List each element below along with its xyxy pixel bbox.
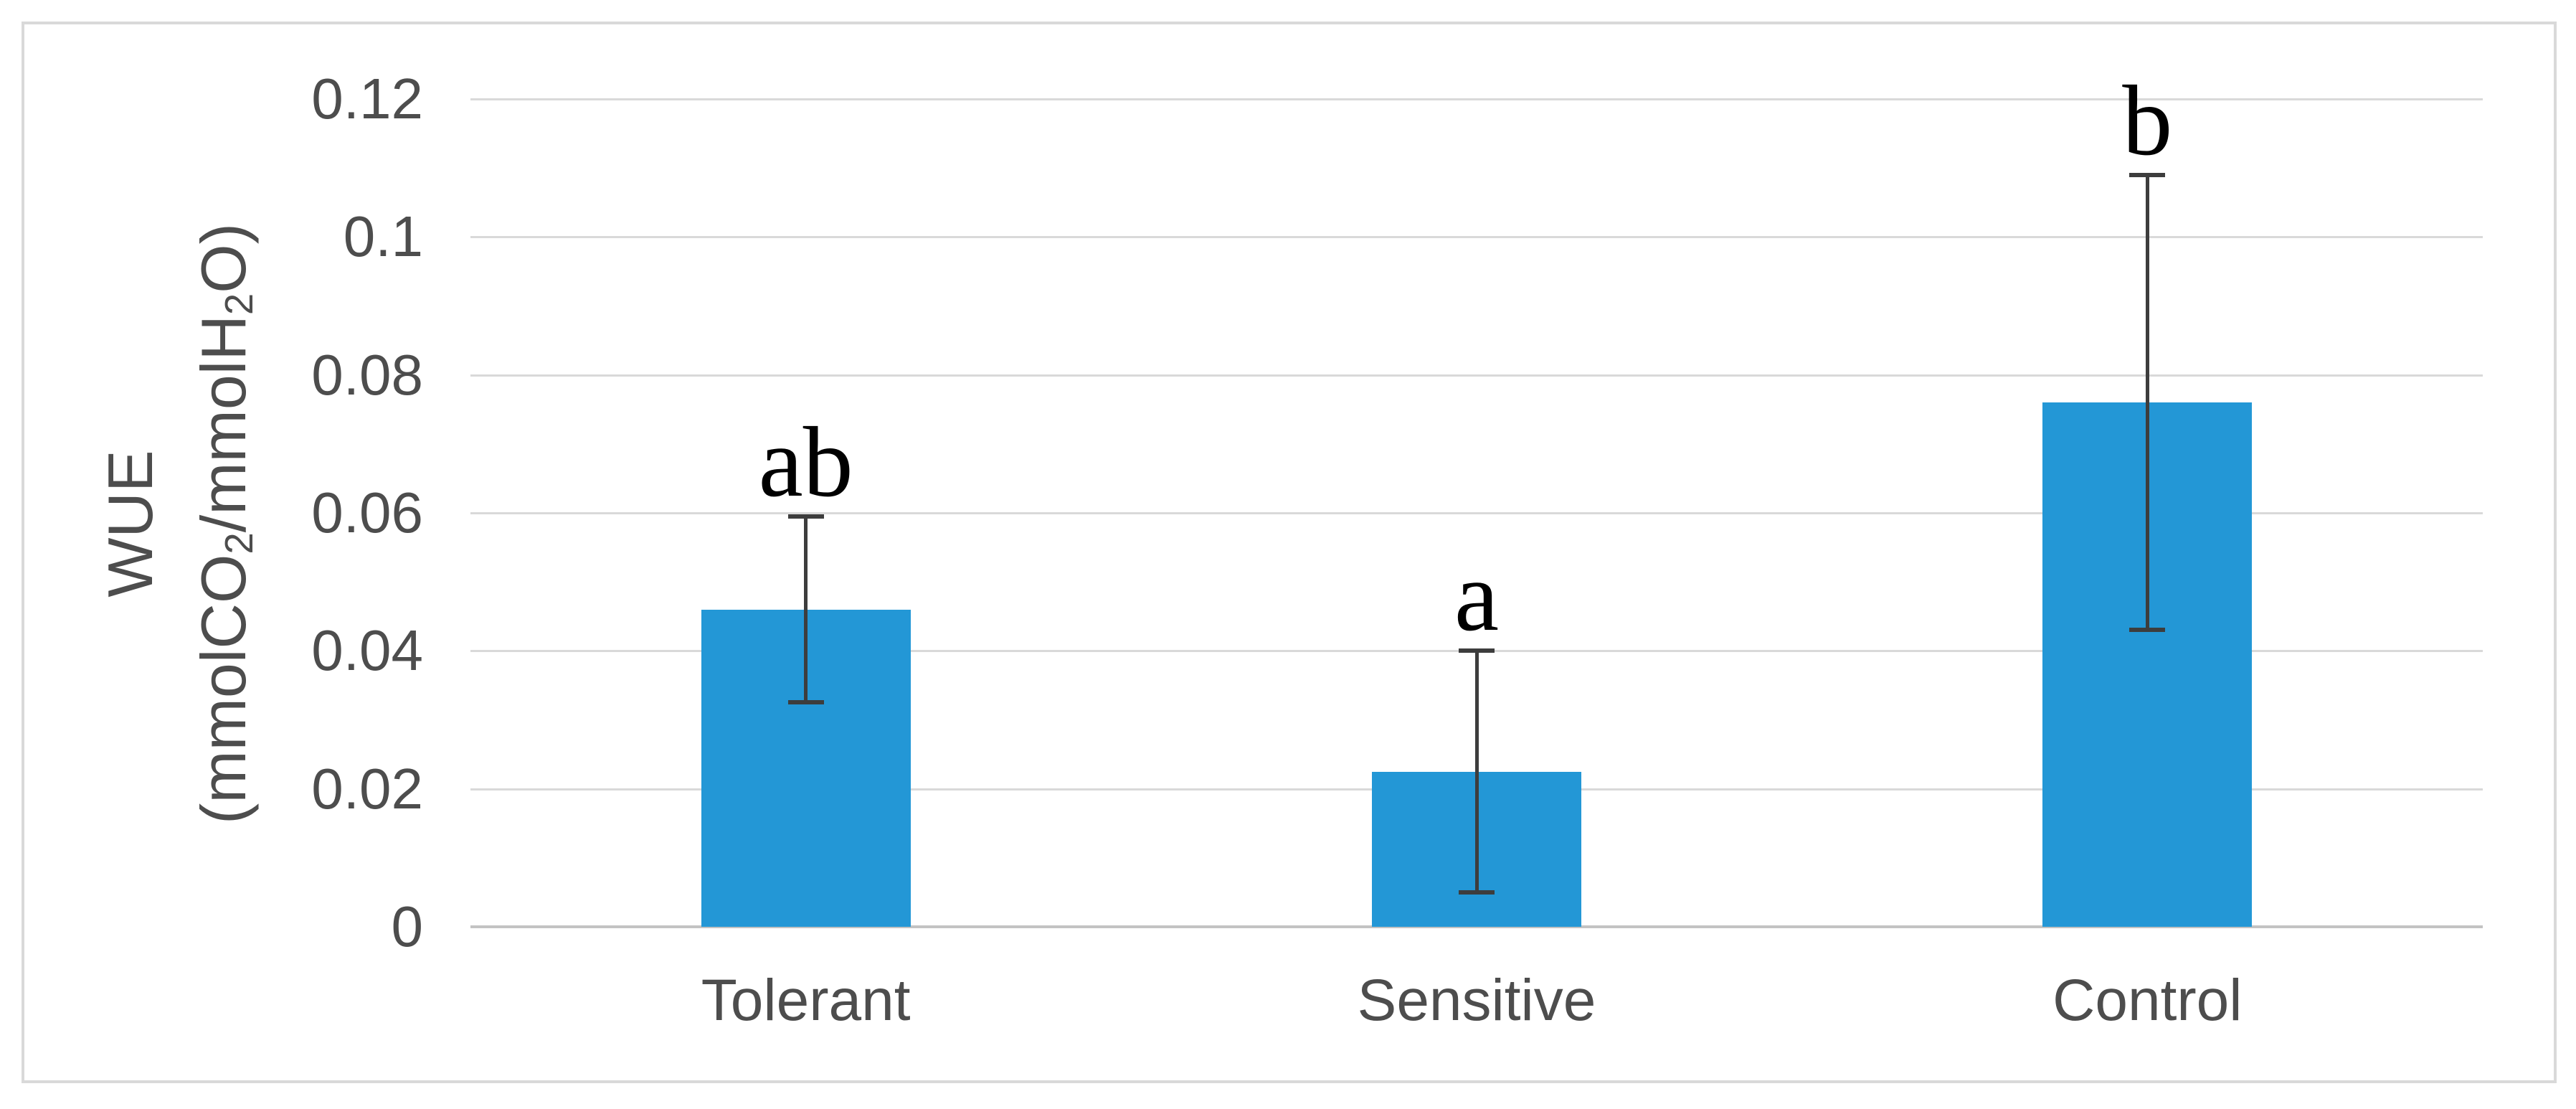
error-bar-cap-bottom-tolerant (787, 700, 824, 705)
x-axis-line (470, 925, 2483, 928)
error-bar-cap-top-tolerant (787, 514, 824, 519)
gridline (470, 512, 2483, 514)
error-bar-cap-top-sensitive (1459, 648, 1495, 653)
error-bar-line-control (2145, 174, 2149, 631)
y-tick-label: 0.06 (311, 481, 423, 544)
error-bar-line-sensitive (1474, 651, 1479, 892)
x-category-label-sensitive: Sensitive (1357, 968, 1596, 1033)
significance-letter-sensitive: a (1454, 541, 1500, 653)
significance-letter-control: b (2122, 65, 2173, 176)
y-tick-label: 0.04 (311, 618, 423, 683)
y-tick-label: 0.1 (343, 204, 423, 269)
gridline (470, 236, 2483, 239)
y-tick-label: 0 (391, 895, 424, 958)
error-bar-cap-top-control (2129, 172, 2166, 177)
figure-border (22, 22, 2557, 1083)
error-bar-cap-bottom-sensitive (1459, 889, 1495, 895)
y-tick-label: 0.08 (311, 342, 423, 407)
gridline (470, 374, 2483, 377)
significance-letter-tolerant: ab (758, 406, 853, 518)
x-category-label-control: Control (2052, 968, 2243, 1033)
x-category-label-tolerant: Tolerant (701, 968, 911, 1033)
gridline (470, 98, 2483, 100)
y-tick-label: 0.02 (311, 756, 423, 821)
error-bar-cap-bottom-control (2129, 628, 2166, 633)
error-bar-line-tolerant (804, 516, 808, 703)
y-tick-label: 0.12 (311, 67, 423, 131)
